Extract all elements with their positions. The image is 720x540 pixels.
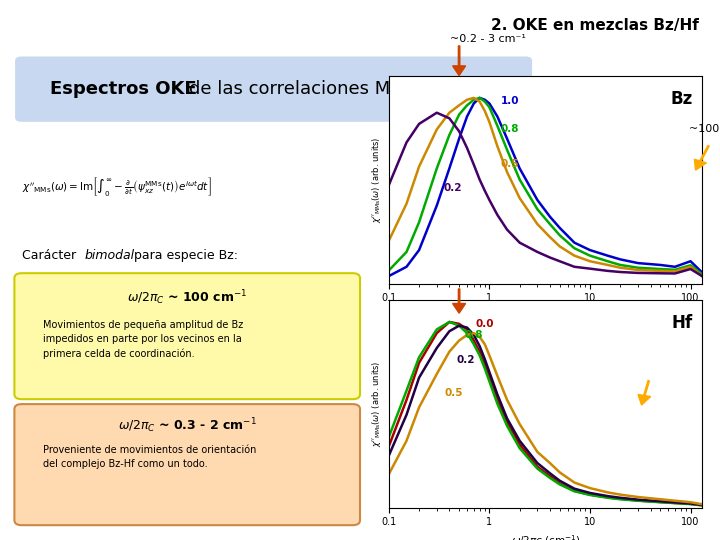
Text: $\chi''_{\rm MMs}(\omega) = {\rm Im}\left[\int_0^\infty -\frac{\partial}{\partia: $\chi''_{\rm MMs}(\omega) = {\rm Im}\lef… <box>22 175 211 198</box>
Text: ~100 cm⁻¹: ~100 cm⁻¹ <box>689 124 720 133</box>
Y-axis label: $\chi''_{\rm MMs}(\omega)$ (arb. units): $\chi''_{\rm MMs}(\omega)$ (arb. units) <box>370 360 383 447</box>
Text: 0.8: 0.8 <box>501 124 519 134</box>
Text: para especie Bz:: para especie Bz: <box>130 249 238 262</box>
Text: Movimientos de pequeña amplitud de Bz
impedidos en parte por los vecinos en la
p: Movimientos de pequeña amplitud de Bz im… <box>43 320 243 359</box>
Text: 2. OKE en mezclas Bz/Hf: 2. OKE en mezclas Bz/Hf <box>490 18 698 33</box>
FancyBboxPatch shape <box>14 273 360 399</box>
Text: $\omega/2\pi_C$ ~ 0.3 - 2 cm$^{-1}$: $\omega/2\pi_C$ ~ 0.3 - 2 cm$^{-1}$ <box>117 416 257 435</box>
Text: 1.0: 1.0 <box>501 96 519 106</box>
Text: ~0.2 - 3 cm⁻¹: ~0.2 - 3 cm⁻¹ <box>450 35 526 44</box>
Text: Hf: Hf <box>672 314 693 332</box>
Text: Carácter: Carácter <box>22 249 80 262</box>
Text: Espectros OKE: Espectros OKE <box>50 80 197 98</box>
FancyBboxPatch shape <box>14 56 533 123</box>
Text: $\omega/2\pi_C$ ~ 100 cm$^{-1}$: $\omega/2\pi_C$ ~ 100 cm$^{-1}$ <box>127 288 248 307</box>
Text: 0.8: 0.8 <box>464 330 482 340</box>
Text: bimodal: bimodal <box>85 249 135 262</box>
Text: de las correlaciones MM propias: de las correlaciones MM propias <box>189 80 478 98</box>
Text: 0.2: 0.2 <box>456 355 475 365</box>
Y-axis label: $\chi''_{\rm MMs}(\omega)$ (arb. units): $\chi''_{\rm MMs}(\omega)$ (arb. units) <box>370 136 383 223</box>
FancyBboxPatch shape <box>14 404 360 525</box>
Text: 0.5: 0.5 <box>445 388 463 398</box>
Text: Proveniente de movimientos de orientación
del complejo Bz-Hf como un todo.: Proveniente de movimientos de orientació… <box>43 444 256 469</box>
X-axis label: $\omega/2\pi c$ (cm$^{-1}$): $\omega/2\pi c$ (cm$^{-1}$) <box>510 533 580 540</box>
Text: 0.0: 0.0 <box>476 319 494 329</box>
Text: Bz: Bz <box>670 90 693 108</box>
Text: 0.5: 0.5 <box>501 159 519 168</box>
Text: 0.2: 0.2 <box>444 183 462 193</box>
